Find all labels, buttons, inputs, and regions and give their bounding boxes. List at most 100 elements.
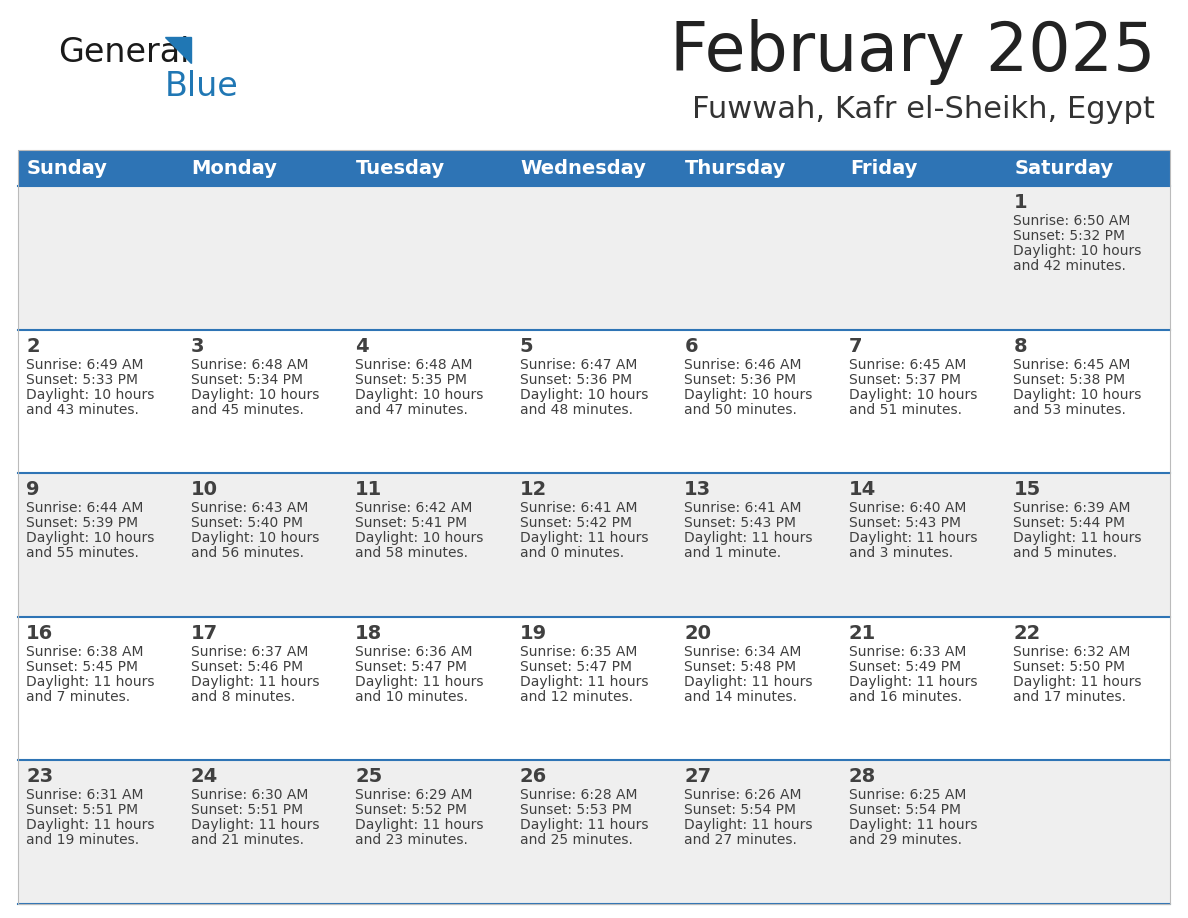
Text: Sunrise: 6:44 AM: Sunrise: 6:44 AM (26, 501, 144, 515)
Text: Daylight: 11 hours: Daylight: 11 hours (849, 819, 978, 833)
Text: 11: 11 (355, 480, 383, 499)
Bar (512, 760, 676, 904)
Text: Sunset: 5:40 PM: Sunset: 5:40 PM (190, 516, 303, 531)
Text: Sunset: 5:33 PM: Sunset: 5:33 PM (26, 373, 138, 386)
Bar (1005, 330, 1170, 473)
Text: Sunset: 5:38 PM: Sunset: 5:38 PM (1013, 373, 1125, 386)
Text: and 16 minutes.: and 16 minutes. (849, 689, 962, 704)
Text: Sunrise: 6:41 AM: Sunrise: 6:41 AM (519, 501, 637, 515)
Bar (676, 617, 841, 760)
Bar (841, 186, 1005, 330)
Text: 21: 21 (849, 624, 876, 643)
Text: 8: 8 (1013, 337, 1028, 355)
Text: Sunrise: 6:33 AM: Sunrise: 6:33 AM (849, 644, 966, 659)
Bar (676, 760, 841, 904)
Text: Sunset: 5:42 PM: Sunset: 5:42 PM (519, 516, 632, 531)
Text: Sunrise: 6:39 AM: Sunrise: 6:39 AM (1013, 501, 1131, 515)
Text: 22: 22 (1013, 624, 1041, 643)
Text: Sunset: 5:43 PM: Sunset: 5:43 PM (684, 516, 796, 531)
Text: and 43 minutes.: and 43 minutes. (26, 403, 139, 417)
Bar (347, 617, 512, 760)
Text: Sunrise: 6:41 AM: Sunrise: 6:41 AM (684, 501, 802, 515)
Text: Blue: Blue (165, 70, 239, 103)
Text: Sunrise: 6:50 AM: Sunrise: 6:50 AM (1013, 214, 1131, 228)
Text: Sunset: 5:39 PM: Sunset: 5:39 PM (26, 516, 138, 531)
Text: Sunrise: 6:34 AM: Sunrise: 6:34 AM (684, 644, 802, 659)
Text: Sunrise: 6:28 AM: Sunrise: 6:28 AM (519, 789, 637, 802)
Text: Sunrise: 6:45 AM: Sunrise: 6:45 AM (849, 358, 966, 372)
Text: Sunrise: 6:25 AM: Sunrise: 6:25 AM (849, 789, 966, 802)
Text: Sunrise: 6:31 AM: Sunrise: 6:31 AM (26, 789, 144, 802)
Text: Sunset: 5:32 PM: Sunset: 5:32 PM (1013, 229, 1125, 243)
Text: and 47 minutes.: and 47 minutes. (355, 403, 468, 417)
Text: 28: 28 (849, 767, 876, 787)
Bar (841, 617, 1005, 760)
Text: Thursday: Thursday (685, 159, 786, 177)
Text: and 53 minutes.: and 53 minutes. (1013, 403, 1126, 417)
Text: Sunrise: 6:38 AM: Sunrise: 6:38 AM (26, 644, 144, 659)
Text: Sunset: 5:37 PM: Sunset: 5:37 PM (849, 373, 961, 386)
Text: Daylight: 10 hours: Daylight: 10 hours (1013, 387, 1142, 401)
Text: and 21 minutes.: and 21 minutes. (190, 834, 304, 847)
Bar (18, 473, 183, 617)
Bar (183, 150, 347, 186)
Text: Sunrise: 6:35 AM: Sunrise: 6:35 AM (519, 644, 637, 659)
Text: 15: 15 (1013, 480, 1041, 499)
Bar (676, 473, 841, 617)
Text: and 19 minutes.: and 19 minutes. (26, 834, 139, 847)
Text: and 10 minutes.: and 10 minutes. (355, 689, 468, 704)
Text: Fuwwah, Kafr el-Sheikh, Egypt: Fuwwah, Kafr el-Sheikh, Egypt (693, 95, 1155, 125)
Text: Sunrise: 6:48 AM: Sunrise: 6:48 AM (190, 358, 308, 372)
Text: Daylight: 10 hours: Daylight: 10 hours (684, 387, 813, 401)
Text: and 27 minutes.: and 27 minutes. (684, 834, 797, 847)
Text: and 50 minutes.: and 50 minutes. (684, 403, 797, 417)
Bar (18, 760, 183, 904)
Bar (512, 617, 676, 760)
Text: 20: 20 (684, 624, 712, 643)
Text: and 56 minutes.: and 56 minutes. (190, 546, 304, 560)
Text: and 0 minutes.: and 0 minutes. (519, 546, 624, 560)
Text: Sunset: 5:47 PM: Sunset: 5:47 PM (355, 660, 467, 674)
Text: Saturday: Saturday (1015, 159, 1113, 177)
Bar (841, 150, 1005, 186)
Bar (512, 473, 676, 617)
Text: and 45 minutes.: and 45 minutes. (190, 403, 303, 417)
Bar (1005, 186, 1170, 330)
Text: Sunset: 5:35 PM: Sunset: 5:35 PM (355, 373, 467, 386)
Bar (347, 473, 512, 617)
Text: 6: 6 (684, 337, 697, 355)
Bar (1005, 760, 1170, 904)
Bar (347, 150, 512, 186)
Bar (676, 330, 841, 473)
Text: Sunset: 5:49 PM: Sunset: 5:49 PM (849, 660, 961, 674)
Text: Sunrise: 6:43 AM: Sunrise: 6:43 AM (190, 501, 308, 515)
Text: Sunset: 5:51 PM: Sunset: 5:51 PM (26, 803, 138, 817)
Text: Daylight: 10 hours: Daylight: 10 hours (190, 532, 318, 545)
Text: Sunday: Sunday (27, 159, 108, 177)
Text: Sunset: 5:48 PM: Sunset: 5:48 PM (684, 660, 796, 674)
Text: Daylight: 10 hours: Daylight: 10 hours (26, 387, 154, 401)
Text: 2: 2 (26, 337, 39, 355)
Polygon shape (165, 37, 191, 63)
Bar (676, 150, 841, 186)
Bar (347, 186, 512, 330)
Bar (347, 330, 512, 473)
Bar (512, 186, 676, 330)
Bar (512, 150, 676, 186)
Text: and 48 minutes.: and 48 minutes. (519, 403, 633, 417)
Text: Sunset: 5:50 PM: Sunset: 5:50 PM (1013, 660, 1125, 674)
Text: Sunset: 5:54 PM: Sunset: 5:54 PM (849, 803, 961, 817)
Text: Daylight: 11 hours: Daylight: 11 hours (684, 819, 813, 833)
Text: Daylight: 11 hours: Daylight: 11 hours (684, 675, 813, 688)
Text: Sunset: 5:45 PM: Sunset: 5:45 PM (26, 660, 138, 674)
Text: Daylight: 10 hours: Daylight: 10 hours (26, 532, 154, 545)
Text: 26: 26 (519, 767, 546, 787)
Text: Sunrise: 6:48 AM: Sunrise: 6:48 AM (355, 358, 473, 372)
Bar (18, 150, 183, 186)
Text: Sunrise: 6:46 AM: Sunrise: 6:46 AM (684, 358, 802, 372)
Text: Daylight: 10 hours: Daylight: 10 hours (355, 387, 484, 401)
Text: Daylight: 10 hours: Daylight: 10 hours (355, 532, 484, 545)
Text: 5: 5 (519, 337, 533, 355)
Text: Sunrise: 6:42 AM: Sunrise: 6:42 AM (355, 501, 473, 515)
Text: 4: 4 (355, 337, 368, 355)
